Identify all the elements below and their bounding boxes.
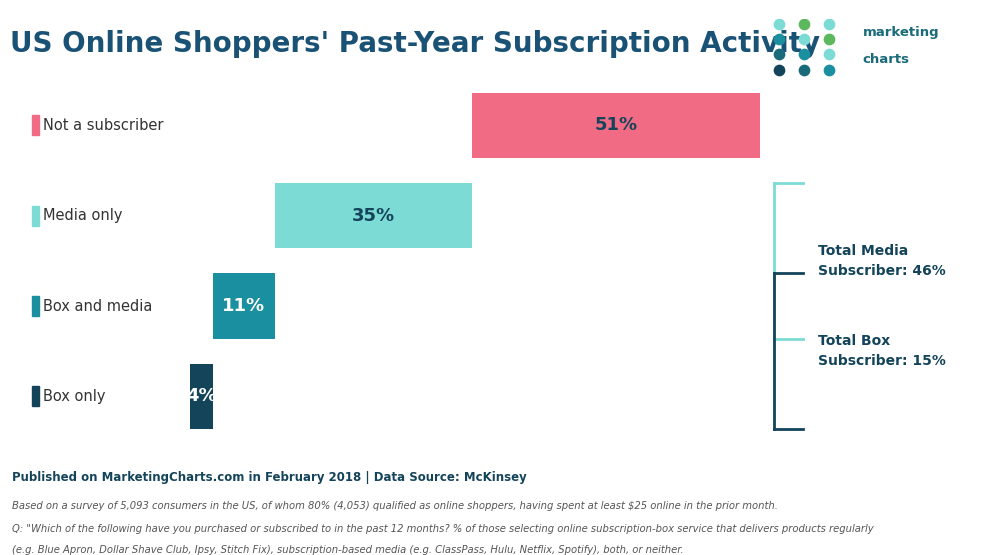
Point <box>771 50 787 59</box>
Text: Box and media: Box and media <box>43 299 153 314</box>
Text: Box only: Box only <box>43 389 106 404</box>
Text: Not a subscriber: Not a subscriber <box>43 118 164 133</box>
Point <box>821 65 837 74</box>
Point <box>796 50 812 59</box>
Text: Q: "Which of the following have you purchased or subscribed to in the past 12 mo: Q: "Which of the following have you purc… <box>12 524 874 534</box>
Text: 35%: 35% <box>352 206 395 225</box>
Text: Based on a survey of 5,093 consumers in the US, of whom 80% (4,053) qualified as: Based on a survey of 5,093 consumers in … <box>12 501 778 511</box>
Bar <box>32 296 39 316</box>
Bar <box>32 115 39 135</box>
Point <box>821 19 837 28</box>
Point <box>821 35 837 44</box>
Point <box>771 65 787 74</box>
Bar <box>32 386 39 406</box>
Text: marketing: marketing <box>862 27 939 39</box>
Text: Total Media
Subscriber: 46%: Total Media Subscriber: 46% <box>818 244 945 278</box>
Point <box>796 35 812 44</box>
Text: Published on MarketingCharts.com in February 2018 | Data Source: McKinsey: Published on MarketingCharts.com in Febr… <box>12 471 527 483</box>
Text: 51%: 51% <box>595 117 638 134</box>
Text: US Online Shoppers' Past-Year Subscription Activity: US Online Shoppers' Past-Year Subscripti… <box>10 31 820 58</box>
Bar <box>32 206 39 226</box>
Point <box>821 50 837 59</box>
Point <box>796 19 812 28</box>
Text: (e.g. Blue Apron, Dollar Shave Club, Ipsy, Stitch Fix), subscription-based media: (e.g. Blue Apron, Dollar Shave Club, Ips… <box>12 545 684 555</box>
Point <box>771 35 787 44</box>
Text: Media only: Media only <box>43 208 123 223</box>
Text: 11%: 11% <box>222 297 265 315</box>
Text: Total Box
Subscriber: 15%: Total Box Subscriber: 15% <box>818 335 945 368</box>
Point <box>796 65 812 74</box>
Bar <box>472 93 760 158</box>
Text: 4%: 4% <box>186 387 217 405</box>
Text: charts: charts <box>862 53 909 66</box>
Bar <box>275 183 472 248</box>
Bar <box>190 364 213 429</box>
Bar <box>213 274 275 339</box>
Point <box>771 19 787 28</box>
